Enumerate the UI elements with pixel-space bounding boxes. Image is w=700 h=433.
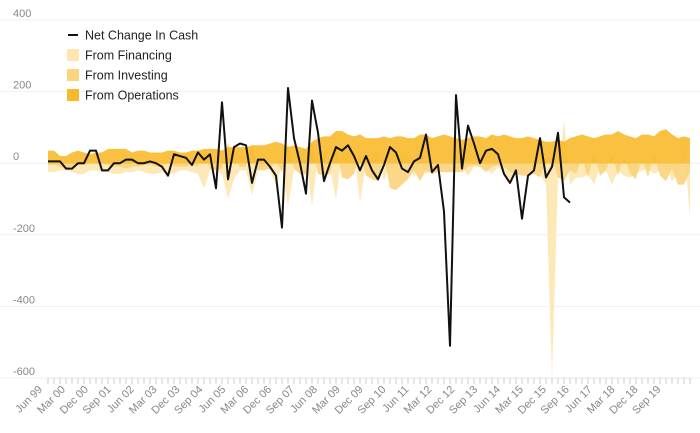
area-from-investing	[48, 143, 690, 191]
net-change-line-group	[48, 87, 571, 347]
area-from-operations	[48, 129, 690, 164]
y-tick-label: -200	[13, 223, 35, 235]
legend-swatch	[67, 69, 79, 81]
legend-label: From Financing	[85, 49, 172, 63]
y-tick-label: 0	[13, 151, 19, 163]
net-change-line	[48, 87, 571, 347]
legend-label: From Investing	[85, 69, 168, 83]
y-tick-label: 400	[13, 8, 31, 20]
area-series	[48, 120, 690, 379]
legend-swatch	[67, 49, 79, 61]
legend-label: Net Change In Cash	[85, 29, 198, 43]
legend: Net Change In Cash From Financing From Inv…	[67, 29, 198, 103]
y-tick-label: -600	[13, 366, 35, 378]
legend-swatch	[67, 89, 79, 101]
y-tick-label: -400	[13, 294, 35, 306]
y-tick-label: 200	[13, 80, 31, 92]
legend-label: From Operations	[85, 89, 179, 103]
y-axis-tick-labels: 400 200 0 -200 -400 -600	[13, 8, 35, 378]
